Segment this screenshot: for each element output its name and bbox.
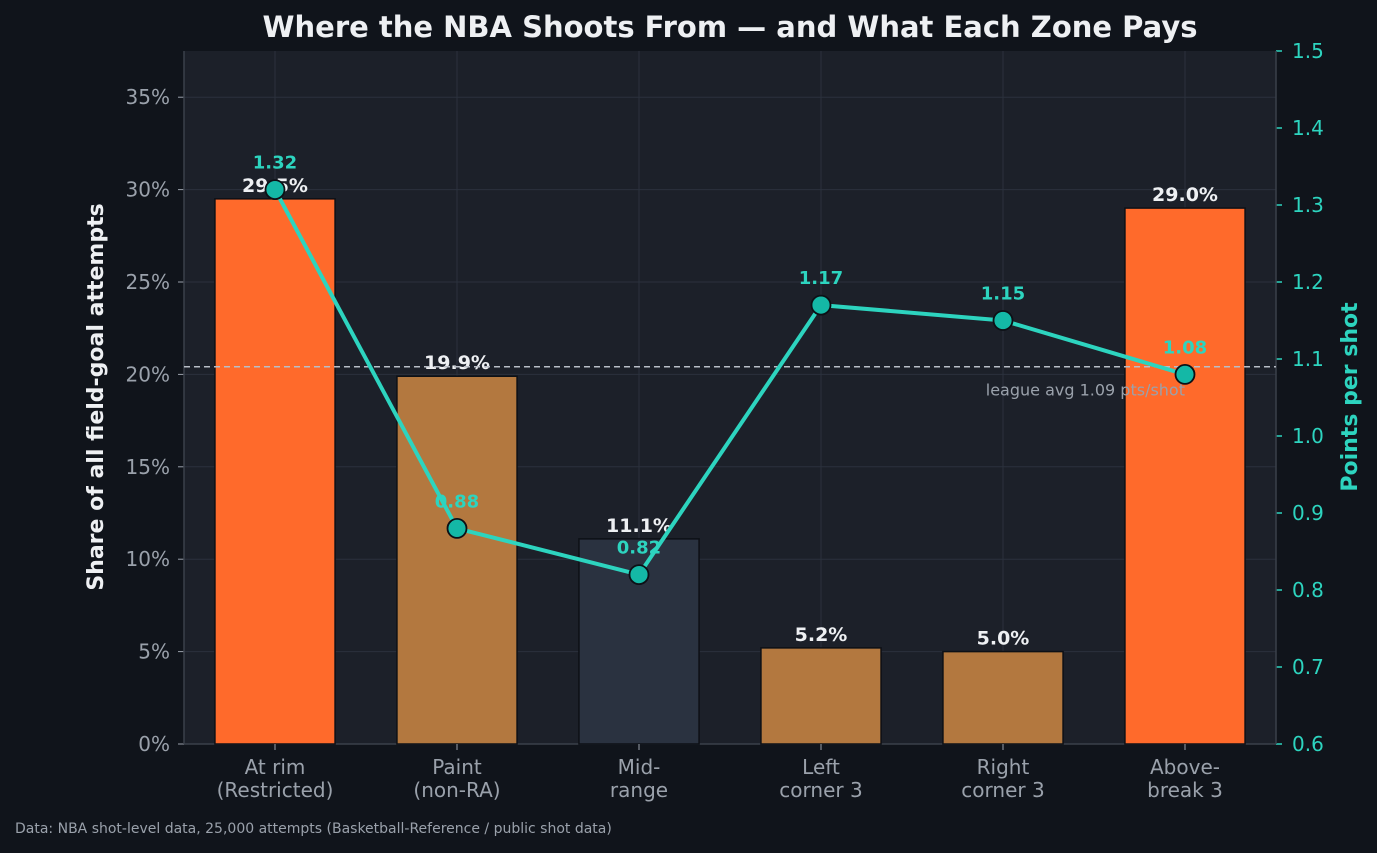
line-value-label: 1.17	[799, 268, 843, 289]
plot-area	[184, 51, 1276, 744]
points-per-shot-line	[273, 188, 1186, 577]
bar-value-label: 11.1%	[606, 515, 672, 537]
line-point	[264, 179, 286, 201]
x-tick-label: At rim	[245, 755, 306, 779]
bar-value-label: 19.9%	[424, 352, 490, 374]
x-tick-label: Mid-	[618, 755, 661, 779]
y2-tick-label: 0.6	[1292, 732, 1324, 756]
x-tick-label: (Restricted)	[217, 778, 334, 802]
y-tick-label: 25%	[126, 270, 170, 294]
y-tick-label: 5%	[138, 640, 170, 664]
line-point	[628, 564, 650, 585]
y-axis-title: Share of all field-goal attempts	[84, 203, 109, 590]
x-tick-label: Right	[977, 755, 1030, 779]
y2-tick-label: 1.0	[1292, 424, 1324, 448]
bar	[396, 375, 518, 745]
x-tick-label: Paint	[432, 755, 482, 779]
y-tick-label: 0%	[138, 732, 170, 756]
x-tick-label: corner 3	[779, 778, 862, 802]
x-tick-label: range	[610, 778, 668, 802]
bar	[214, 198, 336, 745]
line-point	[810, 294, 832, 316]
line-value-label: 1.32	[253, 153, 297, 174]
bar	[760, 647, 882, 745]
y-tick-label: 35%	[126, 85, 170, 109]
y2-axis-title: Points per shot	[1338, 302, 1363, 492]
bar	[1124, 207, 1246, 745]
bar	[942, 650, 1064, 745]
bar-value-label: 5.2%	[795, 624, 848, 646]
y-tick-label: 10%	[126, 547, 170, 571]
bar-value-label: 5.0%	[977, 628, 1030, 650]
league-average-label: league avg 1.09 pts/shot	[986, 381, 1185, 400]
y-tick-label: 30%	[126, 178, 170, 202]
y2-tick-label: 0.7	[1292, 655, 1324, 679]
y2-tick-label: 0.9	[1292, 501, 1324, 525]
chart-title: Where the NBA Shoots From — and What Eac…	[263, 10, 1198, 44]
line-value-label: 0.88	[435, 491, 479, 512]
x-tick-label: corner 3	[961, 778, 1044, 802]
line-point	[992, 310, 1014, 331]
line-value-label: 1.08	[1163, 337, 1207, 358]
x-tick-label: (non-RA)	[413, 778, 500, 802]
footer-source: Data: NBA shot-level data, 25,000 attemp…	[15, 821, 612, 837]
y2-tick-label: 1.1	[1292, 347, 1324, 371]
y-tick-label: 15%	[126, 455, 170, 479]
line-value-label: 0.82	[617, 538, 661, 559]
line-point	[1174, 363, 1196, 385]
y-tick-label: 20%	[126, 362, 170, 386]
x-tick-label: break 3	[1147, 778, 1223, 802]
y2-tick-label: 1.3	[1292, 193, 1324, 217]
line-point	[446, 518, 468, 539]
line-value-label: 1.15	[981, 284, 1025, 305]
x-tick-label: Above-	[1150, 755, 1220, 779]
y2-tick-label: 1.5	[1292, 39, 1324, 63]
x-tick-label: Left	[802, 755, 840, 779]
y2-tick-label: 1.2	[1292, 270, 1324, 294]
y2-tick-label: 0.8	[1292, 578, 1324, 602]
y2-tick-label: 1.4	[1292, 116, 1324, 140]
bar-value-label: 29.0%	[1152, 184, 1218, 206]
